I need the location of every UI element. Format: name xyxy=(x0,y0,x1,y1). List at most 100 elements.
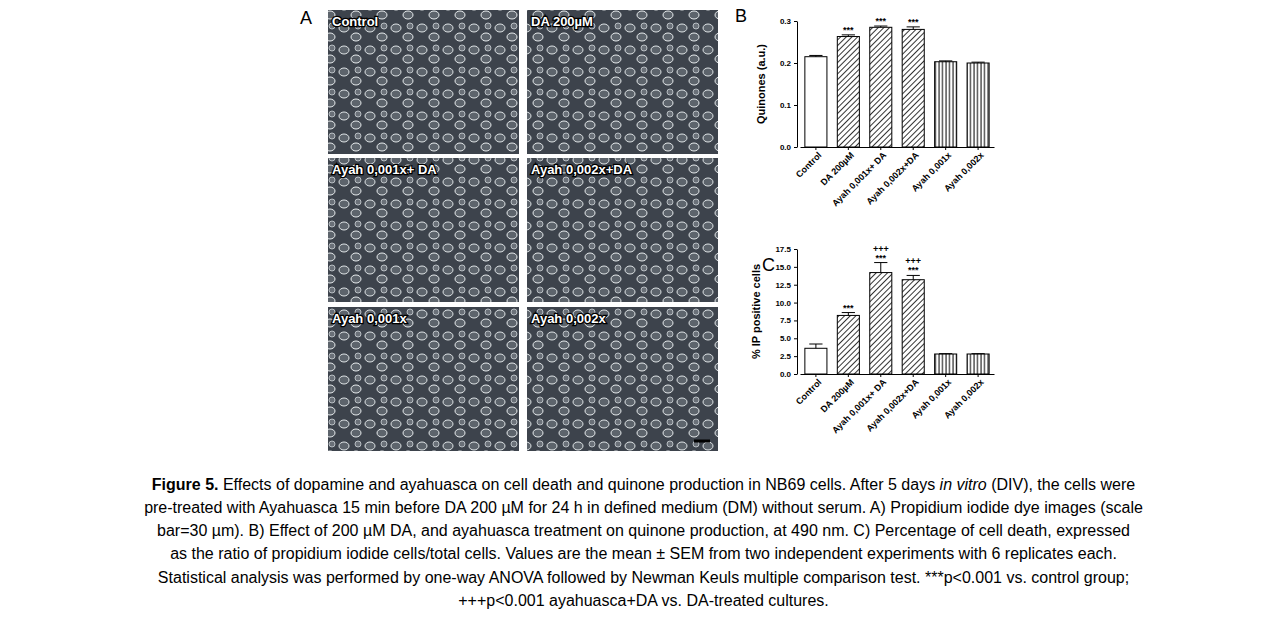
y-tick-label: 17.5 xyxy=(775,245,791,254)
micrograph-label: Control xyxy=(332,14,378,29)
micrograph-label: Ayah 0,001x+ DA xyxy=(332,162,437,177)
caption-line: Statistical analysis was performed by on… xyxy=(158,569,1129,586)
error-bar xyxy=(809,344,822,348)
bar xyxy=(805,57,827,147)
error-bar xyxy=(874,26,887,27)
error-bar xyxy=(971,62,984,64)
y-axis: 0.0 0.1 0.2 0.3 xyxy=(780,17,798,152)
x-tick-label: Ayah 0,002x+DA xyxy=(864,150,921,207)
micrograph-label: Ayah 0,001x xyxy=(332,311,407,326)
caption-line: as the ratio of propidium iodide cells/t… xyxy=(170,545,1117,562)
y-tick-mark xyxy=(794,356,797,357)
y-tick-mark xyxy=(794,338,797,339)
micrograph: Control xyxy=(328,10,519,154)
panel-label: B xyxy=(735,6,747,26)
micrograph: Ayah 0,002x+DA xyxy=(527,158,718,302)
caption-line: +++p<0.001 ayahuasca+DA vs. DA-treated c… xyxy=(458,592,828,609)
y-tick-label: 2.5 xyxy=(780,352,792,361)
y-tick: 15.0 xyxy=(775,263,797,272)
x-tick-label: Ayah 0,001x+ DA xyxy=(830,150,889,209)
error-bar xyxy=(809,55,822,56)
micrograph-image xyxy=(328,158,519,302)
x-tick: Ayah 0,002x+DA xyxy=(864,374,921,434)
y-tick-label: 0.0 xyxy=(780,143,792,152)
y-tick-label: 10.0 xyxy=(775,299,791,308)
y-tick-mark xyxy=(794,320,797,321)
error-bar-cap xyxy=(971,62,984,63)
error-bar xyxy=(907,27,920,30)
micrograph-image xyxy=(328,10,519,154)
error-bar-cap xyxy=(809,55,822,56)
y-tick: 0.0 xyxy=(780,143,797,152)
plot-marks xyxy=(805,26,989,147)
y-tick-mark xyxy=(794,374,797,375)
y-tick: 2.5 xyxy=(780,352,797,361)
significance-mark: +++ xyxy=(873,244,889,254)
micrograph-label: Ayah 0,002x xyxy=(531,311,606,326)
caption: Figure 5. Effects of dopamine and ayahua… xyxy=(144,476,1143,609)
x-tick: Ayah 0,001x+ DA xyxy=(830,374,889,435)
micrograph-image xyxy=(527,307,718,451)
y-tick-label: 0.0 xyxy=(780,370,792,379)
error-bar-cap xyxy=(971,353,984,354)
caption-line: Figure 5. Effects of dopamine and ayahua… xyxy=(152,476,1135,493)
caption-text: (DIV), the cells were xyxy=(987,476,1136,493)
error-bar xyxy=(971,353,984,354)
caption-text: pre-treated with Ayahuasca 15 min before… xyxy=(144,499,1143,516)
y-tick: 12.5 xyxy=(775,281,797,290)
x-tick: Control xyxy=(794,147,824,180)
x-tick-label: Ayah 0,002x xyxy=(942,150,986,194)
y-tick: 0.0 xyxy=(780,370,797,379)
y-tick-mark xyxy=(794,105,797,106)
x-tick-label: Ayah 0,002x xyxy=(942,377,986,421)
scale-bar xyxy=(694,440,710,443)
caption-text: Statistical analysis was performed by on… xyxy=(158,569,1129,586)
error-bar xyxy=(842,313,855,316)
y-tick-mark xyxy=(794,285,797,286)
y-axis-line xyxy=(797,22,798,148)
significance-mark: *** xyxy=(908,265,919,275)
bar xyxy=(935,354,957,374)
y-tick: 5.0 xyxy=(780,334,797,343)
caption-text: bar=30 µm). B) Effect of 200 µM DA, and … xyxy=(157,522,1130,539)
caption-line: bar=30 µm). B) Effect of 200 µM DA, and … xyxy=(157,522,1130,539)
y-tick-mark xyxy=(794,147,797,148)
micrograph: Ayah 0,002x xyxy=(527,307,718,451)
x-tick: Ayah 0,001x+ DA xyxy=(830,147,889,208)
x-tick: Ayah 0,002x xyxy=(942,147,986,194)
x-axis: ControlDA 200µMAyah 0,001x+ DAAyah 0,002… xyxy=(794,374,995,435)
error-bar-cap xyxy=(939,353,952,354)
bar xyxy=(805,348,827,374)
bar xyxy=(935,62,957,147)
error-bar xyxy=(939,353,952,354)
x-tick-label: Control xyxy=(794,377,824,407)
x-tick-label: Ayah 0,001x+ DA xyxy=(830,377,889,436)
bar-chart: B0.00.10.20.3ControlDA 200µMAyah 0,001x+… xyxy=(735,6,995,208)
y-tick: 0.3 xyxy=(780,17,797,26)
x-axis-line xyxy=(801,147,995,148)
y-tick-mark xyxy=(794,21,797,22)
bar xyxy=(967,63,989,147)
y-tick: 0.1 xyxy=(780,101,797,110)
y-tick: 17.5 xyxy=(775,245,797,254)
annotations: ******+++***+++ xyxy=(843,244,921,313)
y-tick-mark xyxy=(794,267,797,268)
y-tick-mark xyxy=(794,249,797,250)
y-tick-mark xyxy=(794,303,797,304)
y-tick-label: 12.5 xyxy=(775,281,791,290)
x-axis-line xyxy=(801,374,995,375)
y-tick: 0.2 xyxy=(780,59,797,68)
y-tick: 7.5 xyxy=(780,316,797,325)
caption-text: as the ratio of propidium iodide cells/t… xyxy=(170,545,1117,562)
x-tick-label: Ayah 0,002x+DA xyxy=(864,377,921,434)
x-tick: Control xyxy=(794,374,824,407)
caption-text: Figure 5. xyxy=(152,476,219,493)
figure: AControlDA 200µMAyah 0,001x+ DAAyah 0,00… xyxy=(0,0,1287,619)
micrograph-label: DA 200µM xyxy=(531,14,593,29)
y-tick: 10.0 xyxy=(775,299,797,308)
error-bar-stem xyxy=(913,275,914,279)
micrograph: Ayah 0,001x xyxy=(328,307,519,451)
y-axis: 0.0 2.5 5.0 7.5 10.0 12.5 15.0 17.5 xyxy=(775,245,797,379)
significance-mark: *** xyxy=(843,25,854,35)
significance-mark: *** xyxy=(876,16,887,26)
